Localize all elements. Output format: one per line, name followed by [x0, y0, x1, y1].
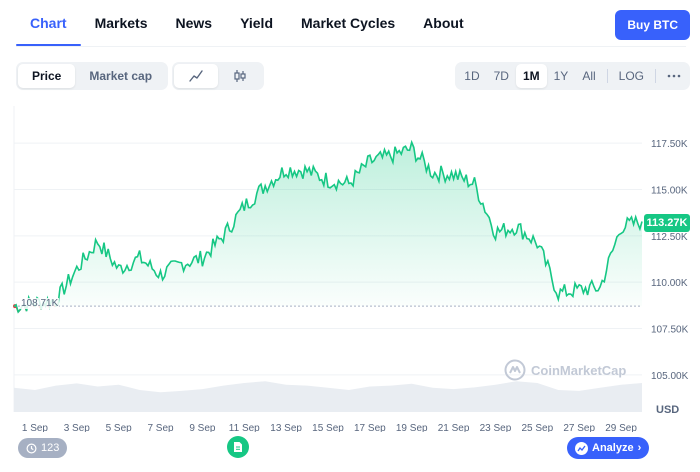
range-1d[interactable]: 1D	[464, 69, 480, 83]
x-tick-label: 5 Sep	[106, 423, 133, 432]
volume-area	[14, 381, 642, 412]
price-chart[interactable]: 117.50K 115.00K 112.50K 110.00K 107.50K 105.0…	[0, 100, 700, 432]
y-tick-label: 110.00K	[651, 278, 688, 289]
main-tab-bar: Chart Markets News Yield Market Cycles A…	[16, 0, 478, 46]
more-icon	[667, 74, 681, 78]
coinmarketcap-logo-icon	[504, 359, 526, 381]
x-tick-label: 19 Sep	[396, 423, 428, 432]
tab-about[interactable]: About	[423, 15, 464, 31]
x-tick-label: 29 Sep	[605, 423, 637, 432]
analyze-label: Analyze	[592, 442, 634, 454]
news-marker-button[interactable]	[227, 436, 249, 458]
price-line	[13, 139, 643, 314]
tab-yield[interactable]: Yield	[240, 15, 273, 31]
tab-markets[interactable]: Markets	[94, 15, 148, 31]
x-tick-label: 9 Sep	[189, 423, 216, 432]
range-divider	[606, 69, 608, 83]
chart-type-toggle: Price Market cap	[16, 62, 169, 90]
y-tick-label: 115.00K	[651, 185, 688, 196]
events-count: 123	[41, 442, 60, 454]
x-tick-label: 3 Sep	[64, 423, 91, 432]
price-area-fill	[14, 142, 642, 307]
analyze-button[interactable]: Analyze ›	[567, 437, 650, 459]
events-counter[interactable]: 123	[18, 438, 68, 458]
log-scale-toggle[interactable]: LOG	[618, 69, 644, 83]
history-icon	[26, 442, 37, 454]
y-tick-label: 105.00K	[651, 371, 689, 382]
document-icon	[234, 442, 242, 452]
chevron-right-icon: ›	[637, 442, 642, 454]
y-tick-label: 107.50K	[651, 325, 689, 336]
tab-news[interactable]: News	[175, 15, 213, 31]
more-options-button[interactable]	[660, 64, 688, 88]
x-tick-label: 1 Sep	[22, 423, 49, 432]
range-1m[interactable]: 1M	[515, 64, 547, 88]
candlestick-button[interactable]	[218, 64, 262, 88]
open-price-label: 108.71K	[20, 298, 60, 309]
buy-btc-button[interactable]: Buy BTC	[615, 10, 690, 40]
market-cap-toggle[interactable]: Market cap	[89, 69, 153, 83]
x-tick-label: 15 Sep	[312, 423, 344, 432]
x-tick-label: 11 Sep	[229, 423, 260, 432]
current-price-badge: 113.27K	[644, 214, 690, 232]
range-divider	[655, 69, 656, 83]
y-tick-label: 112.50K	[651, 232, 688, 243]
x-tick-label: 17 Sep	[354, 423, 386, 432]
tab-market-cycles[interactable]: Market Cycles	[301, 15, 396, 31]
y-tick-label: 117.50K	[651, 139, 688, 150]
x-tick-label: 23 Sep	[480, 423, 512, 432]
coinmarketcap-watermark: CoinMarketCap	[504, 359, 626, 381]
line-chart-icon	[189, 70, 203, 82]
x-tick-label: 25 Sep	[521, 423, 553, 432]
range-all[interactable]: All	[582, 69, 596, 83]
x-tick-label: 21 Sep	[438, 423, 470, 432]
x-tick-label: 27 Sep	[563, 423, 595, 432]
range-7d[interactable]: 7D	[493, 69, 509, 83]
x-tick-label: 13 Sep	[270, 423, 302, 432]
watermark-text: CoinMarketCap	[531, 362, 627, 378]
line-chart-button[interactable]	[174, 64, 218, 88]
currency-label: USD	[656, 404, 680, 416]
tab-chart[interactable]: Chart	[16, 0, 81, 46]
chart-style-toggle	[172, 62, 264, 90]
candlestick-icon	[234, 70, 246, 82]
range-1y[interactable]: 1Y	[553, 69, 569, 83]
tabs-divider	[16, 46, 686, 47]
time-range-selector: 1D 7D 1M 1Y All LOG	[455, 62, 690, 90]
price-toggle[interactable]: Price	[18, 64, 76, 88]
x-tick-label: 7 Sep	[147, 423, 174, 432]
ai-icon	[575, 441, 588, 455]
